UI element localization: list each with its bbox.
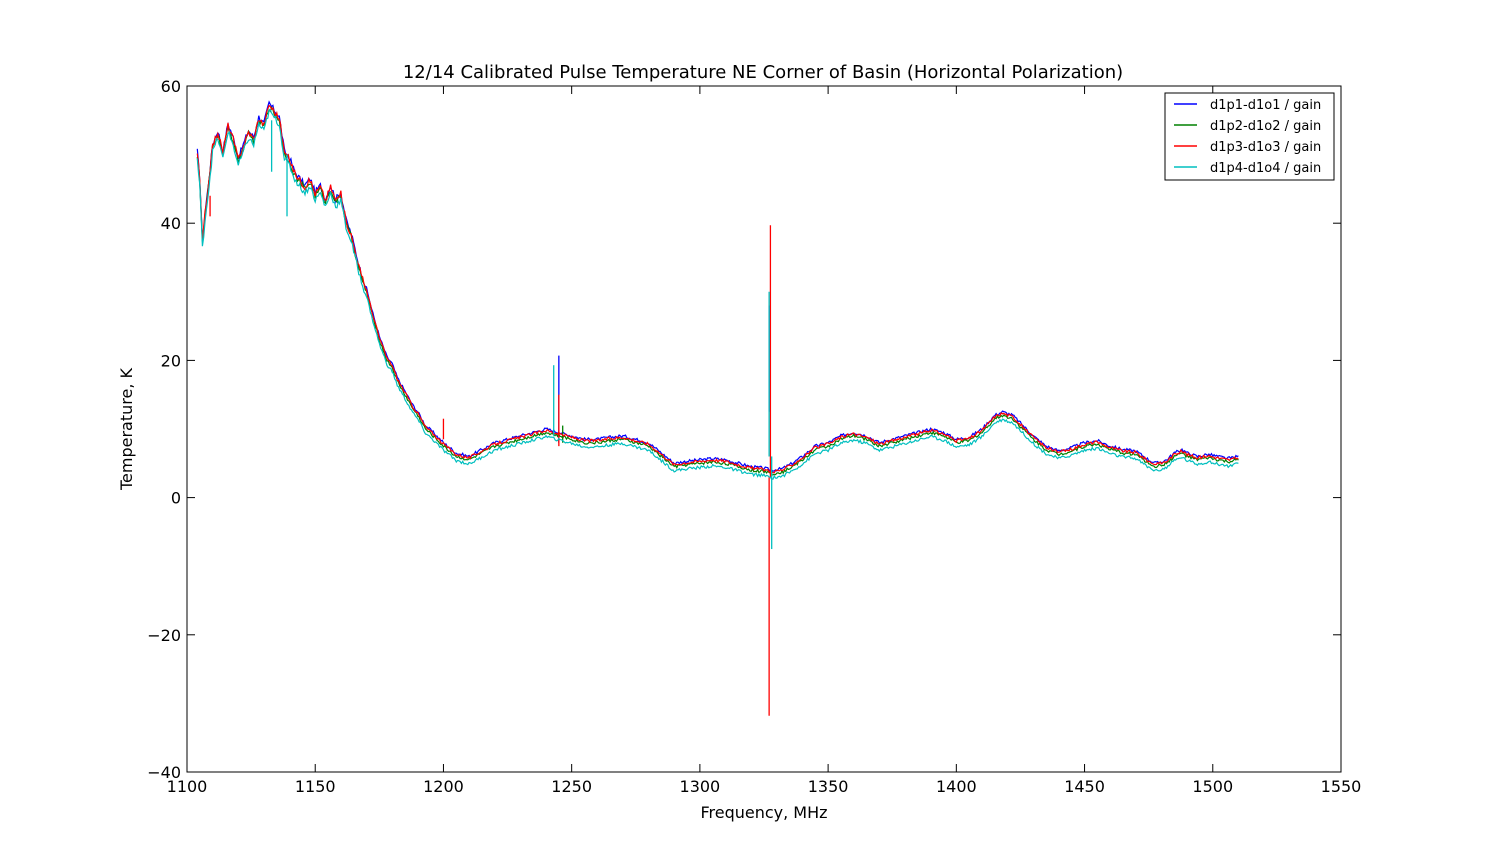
legend-label: d1p3-d1o3 / gain [1210,140,1321,155]
x-tick-label: 1300 [680,777,721,796]
x-tick-label: 1200 [423,777,464,796]
y-tick-label: 40 [161,214,181,233]
legend-label: d1p1-d1o1 / gain [1210,98,1321,113]
x-tick-label: 1400 [936,777,977,796]
y-tick-label: −40 [147,763,181,782]
y-tick-label: 60 [161,77,181,96]
legend-label: d1p2-d1o2 / gain [1210,119,1321,134]
x-tick-label: 1150 [295,777,336,796]
y-tick-label: 0 [171,489,181,508]
plot-frame [186,85,1342,773]
x-tick-label: 1250 [551,777,592,796]
x-tick-label: 1350 [808,777,849,796]
chart-title: 12/14 Calibrated Pulse Temperature NE Co… [403,62,1123,83]
x-tick-label: 1500 [1192,777,1233,796]
x-axis-label: Frequency, MHz [700,803,827,822]
series-line [196,104,1239,474]
series-line [196,100,1239,473]
series-line [196,106,1239,476]
x-tick-label: 1100 [167,777,208,796]
series-line [196,109,1239,480]
x-ticks: 1100 1150 1200 1250 1300 1350 1400 1450 1500 1550 [167,86,1362,796]
y-tick-label: −20 [147,626,181,645]
legend-box [1164,92,1335,181]
legend: d1p1-d1o1 / gain d1p2-d1o2 / gain d1p3-d1o… [1164,92,1335,181]
y-tick-label: 20 [161,351,181,370]
series-layer [196,100,1239,716]
legend-label: d1p4-d1o4 / gain [1210,161,1321,176]
x-tick-label: 1550 [1321,777,1362,796]
y-ticks: −40 −20 0 20 40 60 [147,77,1341,782]
x-tick-label: 1450 [1064,777,1105,796]
y-axis-label: Temperature, K [117,367,136,491]
